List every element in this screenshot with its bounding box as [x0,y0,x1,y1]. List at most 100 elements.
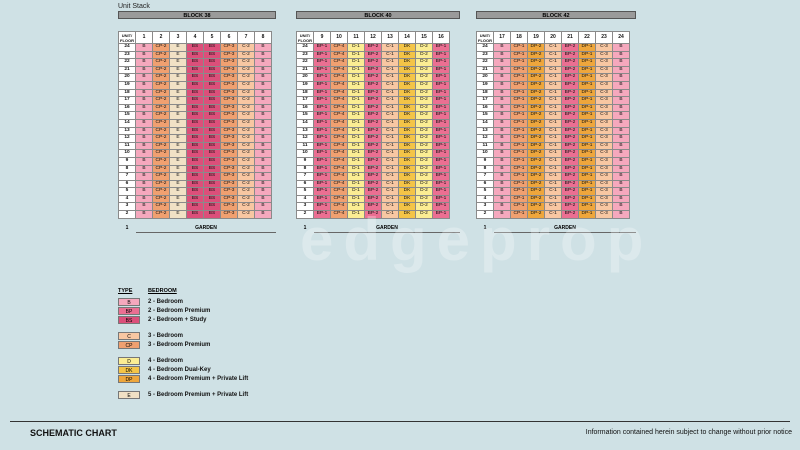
unit-cell: BP-2 [561,65,579,75]
unit-cell: BS [203,73,221,82]
unit-cell: E [169,88,187,98]
unit-cell: DK [398,172,416,181]
unit-cell: C-2 [237,65,255,75]
unit-cell: CP-1 [510,149,528,158]
unit-cell: D-1 [347,126,365,136]
unit-cell: CP-1 [510,134,528,143]
unit-cell: C-1 [381,134,399,143]
unit-cell: BP-2 [561,96,579,105]
table-row: 6 B CP-1 DP-2 C-1 BP-2 DP-1 C-3 B [476,179,630,189]
unit-cell: CP-3 [220,43,238,52]
unit-cell: DP-2 [527,194,545,204]
unit-cell: DP-2 [527,179,545,189]
unit-cell: C-3 [595,194,613,204]
table-row: 7 B CP-1 DP-2 C-1 BP-2 DP-1 C-3 B [476,172,630,181]
unit-cell: BP-1 [432,43,450,52]
unit-cell: BP-1 [313,88,331,98]
legend-description: 3 - Bedroom Premium [148,341,211,348]
unit-cell: B [612,172,630,181]
unit-cell: CP-3 [220,118,238,128]
unit-cell: CP-3 [220,179,238,189]
unit-cell: DK [398,187,416,196]
unit-cell: CP-4 [330,96,348,105]
unit-cell: D-1 [347,73,365,82]
table-row: 18 B CP-2 E BS BS CP-3 C-2 B [118,88,272,98]
unit-cell: BS [186,210,204,219]
table-row: 23 BP-1 CP-4 D-1 BP-2 C-1 DK D-2 BP-1 [296,50,450,60]
unit-cell: DP-1 [578,194,596,204]
unit-cell: BP-1 [313,156,331,166]
unit-cell: BP-1 [432,134,450,143]
unit-cell: C-1 [381,111,399,120]
unit-cell: BS [203,80,221,90]
unit-cell: E [169,202,187,212]
legend-description: 5 - Bedroom Premium + Private Lift [148,391,249,398]
unit-cell: DP-1 [578,88,596,98]
unit-cell: E [169,96,187,105]
unit-cell: CP-3 [220,141,238,151]
unit-cell: BP-2 [561,50,579,60]
unit-cell: BP-2 [561,126,579,136]
table-row: 12 B CP-2 E BS BS CP-3 C-2 B [118,134,272,143]
unit-cell: DP-2 [527,58,545,67]
legend-type-header: TYPE [118,288,133,294]
unit-cell: BS [203,134,221,143]
unit-cell: DP-2 [527,111,545,120]
unit-cell: D-2 [415,80,433,90]
table-row: 13 B CP-1 DP-2 C-1 BP-2 DP-1 C-3 B [476,126,630,136]
unit-cell: B [254,58,272,67]
unit-cell: B [254,80,272,90]
unit-cell: C-1 [544,73,562,82]
unit-cell: C-3 [595,156,613,166]
unit-cell: CP-2 [152,149,170,158]
unit-cell: E [169,156,187,166]
unit-cell: C-1 [381,80,399,90]
unit-cell: CP-3 [220,88,238,98]
floor-header: UNIT/ FLOOR [476,31,494,44]
unit-cell: B [612,43,630,52]
floor-number: 19 [118,80,136,90]
floor-number: 11 [296,141,314,151]
unit-cell: DP-2 [527,172,545,181]
unit-cell: BP-2 [364,187,382,196]
unit-cell: BP-1 [313,58,331,67]
unit-cell: D-1 [347,156,365,166]
unit-cell: CP-1 [510,65,528,75]
table-row: 12 B CP-1 DP-2 C-1 BP-2 DP-1 C-3 B [476,134,630,143]
floor-number: 9 [476,156,494,166]
legend-item: B 2 - Bedroom [118,297,318,306]
legend-swatch: DP [118,374,140,383]
unit-cell: E [169,43,187,52]
stack-header: 3 [169,31,187,44]
unit-cell: CP-4 [330,73,348,82]
unit-cell: BP-1 [432,149,450,158]
floor-number: 20 [476,73,494,82]
unit-cell: C-3 [595,126,613,136]
unit-cell: E [169,126,187,136]
unit-cell: BP-2 [561,88,579,98]
unit-cell: BS [203,179,221,189]
table-row: 17 BP-1 CP-4 D-1 BP-2 C-1 DK D-2 BP-1 [296,96,450,105]
unit-cell: BS [186,50,204,60]
unit-cell: C-2 [237,103,255,113]
unit-cell: CP-3 [220,73,238,82]
unit-cell: DK [398,80,416,90]
unit-cell: C-1 [381,179,399,189]
unit-cell: B [493,187,511,196]
unit-cell: CP-3 [220,156,238,166]
table-row: 12 BP-1 CP-4 D-1 BP-2 C-1 DK D-2 BP-1 [296,134,450,143]
unit-cell: B [612,96,630,105]
unit-cell: BS [186,134,204,143]
unit-cell: CP-2 [152,172,170,181]
floor-number: 21 [476,65,494,75]
footer-divider [10,421,790,422]
unit-cell: BP-2 [364,172,382,181]
legend-description: 4 - Bedroom Dual-Key [148,366,211,373]
unit-cell: BP-2 [364,80,382,90]
legend-swatch: E [118,390,140,399]
unit-cell: BP-1 [432,50,450,60]
table-row: 10 B CP-2 E BS BS CP-3 C-2 B [118,149,272,158]
unit-cell: BP-2 [561,141,579,151]
unit-cell: CP-4 [330,164,348,174]
unit-cell: B [254,187,272,196]
